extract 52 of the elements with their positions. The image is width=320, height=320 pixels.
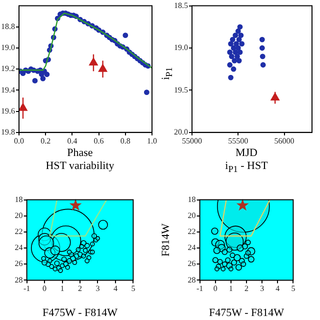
x-tick-label: 1 — [60, 284, 64, 294]
y-axis-title: F814W — [160, 222, 173, 258]
y-tick-label: 26 — [14, 259, 23, 268]
x-tick-label: 3 — [96, 284, 100, 294]
x-axis-title: MJD — [234, 147, 258, 160]
y-tick-label: 18 — [188, 194, 196, 204]
x-axis-title: Phase — [66, 147, 94, 160]
x-tick-label: 4 — [276, 284, 280, 294]
y-tick-label: 18.5 — [174, 0, 188, 10]
x-tick-label: 5 — [291, 284, 296, 294]
x-tick-label: -1 — [196, 284, 204, 294]
y-tick-label: 19.5 — [174, 85, 188, 94]
x-tick-label: 2 — [78, 284, 82, 294]
x-tick-label: 55000 — [182, 136, 202, 146]
x-tick-label: 0.8 — [120, 136, 130, 146]
x-tick-label: 1.0 — [147, 136, 157, 146]
y-tick-label: 22 — [14, 227, 23, 236]
x-tick-label: 0.0 — [14, 136, 24, 146]
x-axis-title: F475W - F814W — [42, 307, 118, 320]
x-tick-label: -1 — [23, 284, 30, 294]
x-tick-label: 0.4 — [67, 136, 78, 146]
y-tick-label: 19.6 — [1, 106, 15, 116]
y-tick-label: 18 — [14, 194, 23, 204]
x-tick-label: 0 — [213, 284, 218, 294]
x-tick-label: 4 — [113, 284, 118, 294]
y-tick-label: 20.0 — [174, 127, 188, 136]
y-tick-label: 19.0 — [174, 43, 188, 52]
x-tick-label: 1 — [228, 284, 233, 294]
chart-title: HST variability — [44, 160, 116, 173]
x-tick-label: 0.6 — [94, 136, 104, 146]
y-tick-label: 19.8 — [1, 127, 15, 136]
y-tick-label: 28 — [14, 275, 23, 284]
y-tick-label: 22 — [188, 227, 196, 236]
y-tick-label: 18.8 — [1, 22, 15, 31]
x-tick-label: 5 — [131, 284, 136, 294]
x-tick-label: 55500 — [228, 136, 248, 146]
y-tick-label: 20 — [14, 210, 23, 220]
x-tick-label: 0 — [42, 284, 47, 294]
y-tick-label: 19.0 — [1, 43, 15, 52]
chart-title: i$_{P1}$ - HST — [224, 160, 269, 174]
y-tick-label: 24 — [14, 243, 23, 252]
y-tick-label: 19.2 — [1, 64, 15, 74]
x-axis-title: F475W - F814W — [208, 307, 285, 320]
y-tick-label: 20 — [188, 210, 196, 220]
x-tick-label: 2 — [244, 284, 248, 294]
y-tick-label: 19.4 — [1, 85, 15, 94]
x-tick-label: 3 — [260, 284, 264, 294]
y-tick-label: 24 — [188, 243, 196, 252]
y-tick-label: 26 — [188, 259, 196, 268]
x-tick-label: 0.2 — [40, 136, 51, 146]
y-tick-label: 28 — [188, 275, 196, 284]
x-tick-label: 56000 — [274, 136, 294, 146]
